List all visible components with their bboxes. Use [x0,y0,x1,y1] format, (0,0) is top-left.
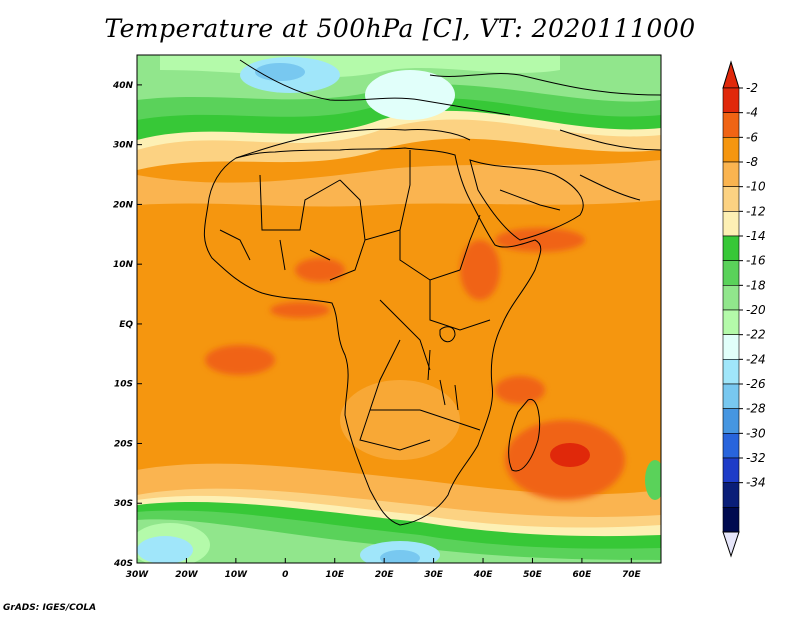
lon-tick-label: 60E [573,570,593,580]
colorbar-swatch [722,211,740,237]
map-frame [136,54,662,564]
lon-tick-label: 30W [126,570,150,580]
colorbar-swatch [722,482,740,508]
lon-tick-label: 70E [622,570,642,580]
colorbar-swatch [722,359,740,385]
footer-credit: GrADS: IGES/COLA [3,603,97,613]
temperature-field [137,55,661,563]
lon-tick-label: 30E [424,570,444,580]
lon-tick-label: 10W [225,570,249,580]
colorbar-swatch [722,161,740,187]
colorbar-label: -6 [746,130,758,144]
colorbar-swatch [722,334,740,360]
lon-tick-label: 10E [325,570,345,580]
lat-tick-label: 20N [113,200,134,210]
lat-tick-label: 20S [114,439,133,449]
lat-tick-label: EQ [119,320,133,330]
colorbar-label: -18 [746,278,766,292]
colorbar-label: -4 [746,106,758,120]
lon-tick-label: 20E [375,570,395,580]
colorbar-label: -22 [746,328,766,342]
colorbar-swatch [722,235,740,261]
lat-tick-label: 30N [113,141,134,151]
colorbar-swatch [722,507,740,533]
colorbar-label: -14 [746,229,766,243]
colorbar-swatch [722,383,740,409]
latitude-axis: 40S 30S 20S 10S EQ 10N 20N 30N 40N [112,81,142,569]
colorbar-top-arrow [722,60,740,89]
colorbar-swatch [722,285,740,311]
lon-tick-label: 20W [175,570,199,580]
colorbar-swatch [722,137,740,163]
colorbar-swatch [722,186,740,212]
colorbar-label: -26 [746,377,766,391]
lat-tick-label: 30S [114,499,133,509]
lat-tick-label: 40N [112,81,134,91]
colorbar: -2 -4 -6 -8 -10 -12 -14 -16 -18 -20 -22 -24 -26 -28 -3… [722,60,766,558]
lon-tick-label: 40E [473,570,494,580]
colorbar-label: -24 [746,352,766,366]
lat-tick-label: 10N [113,260,134,270]
colorbar-label: -10 [746,180,766,194]
longitude-axis: 30W 20W 10W 0 10E 20E 30E 40E 50E 60E 70E [126,558,642,580]
lat-tick-label: 40S [113,559,133,569]
colorbar-label: -12 [746,204,766,218]
colorbar-swatch [722,112,740,138]
map-title: Temperature at 500hPa [C], VT: 202011100… [104,14,696,43]
colorbar-label: -2 [746,81,758,95]
colorbar-swatch [722,408,740,434]
colorbar-label: -20 [746,303,766,317]
colorbar-swatch [722,260,740,286]
colorbar-label: -30 [746,426,766,440]
colorbar-bottom-arrow [722,531,740,558]
colorbar-label: -34 [746,476,766,490]
colorbar-swatch [722,433,740,459]
lat-tick-label: 10S [114,380,133,390]
colorbar-label: -28 [746,402,766,416]
colorbar-label: -32 [746,451,766,465]
colorbar-swatch [722,309,740,335]
lon-tick-label: 50E [523,570,543,580]
colorbar-label: -8 [746,155,758,169]
lon-tick-label: 0 [282,570,288,580]
colorbar-swatch [722,87,740,113]
colorbar-label: -16 [746,254,766,268]
coastline-outlines [203,59,661,526]
colorbar-swatch [722,457,740,483]
